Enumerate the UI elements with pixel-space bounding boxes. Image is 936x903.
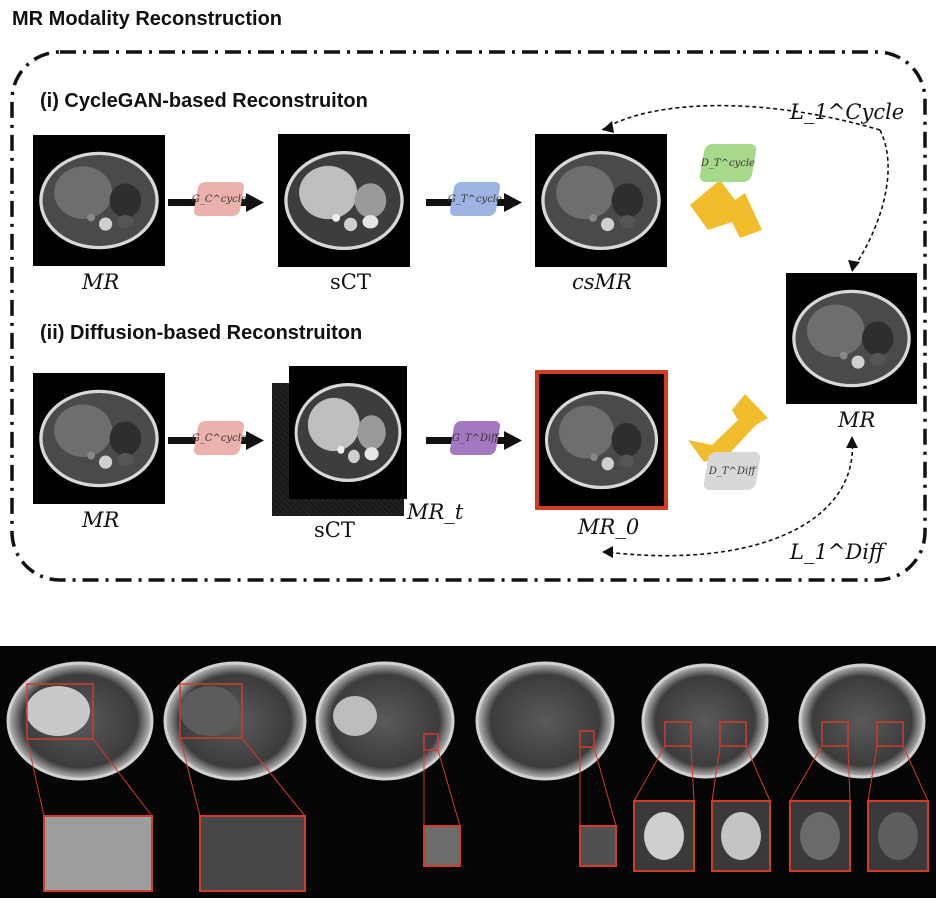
row1-generator-t-cycle: G_T^cycle xyxy=(448,182,503,216)
discriminator-cycle: D_T^cycle xyxy=(698,144,758,182)
target-mr-label: MR xyxy=(838,408,876,432)
example-slices-strip xyxy=(0,646,936,898)
row2-generator-t-label: G_T^Diff xyxy=(451,432,499,444)
row1-csmr-label: csMR xyxy=(572,270,632,294)
scan-drawing xyxy=(278,134,410,267)
slice-3 xyxy=(315,661,461,867)
row1-csmr-image xyxy=(535,134,667,267)
row2-sct-label: sCT xyxy=(314,518,355,542)
row1-generator-t-label: G_T^cycle xyxy=(448,193,503,205)
slice-4 xyxy=(475,661,617,867)
section-cyclegan-label: (i) CycleGAN-based Reconstruiton xyxy=(40,90,368,112)
scan-drawing xyxy=(289,366,407,499)
slice-6 xyxy=(789,663,929,872)
row1-generator-c-label: G_C^cycle xyxy=(191,193,247,205)
row1-generator-c: G_C^cycle xyxy=(191,182,247,216)
row1-input-label: MR xyxy=(82,270,120,294)
row2-output-label: MR_0 xyxy=(578,515,640,539)
page-title: MR Modality Reconstruction xyxy=(12,8,283,30)
discriminator-cycle-label: D_T^cycle xyxy=(700,157,756,169)
scan-drawing xyxy=(786,273,917,404)
scan-drawing xyxy=(535,134,667,267)
example-slices-svg xyxy=(6,661,929,892)
target-mr-image xyxy=(786,273,917,404)
row2-output-mr0-image xyxy=(535,370,668,510)
section-diffusion-label: (ii) Diffusion-based Reconstruiton xyxy=(40,322,363,344)
row2-generator-c-label: G_C^cycle xyxy=(191,432,247,444)
slice-2 xyxy=(163,661,307,892)
row1-input-mr-image xyxy=(33,135,165,266)
row2-input-mr-image xyxy=(33,373,165,504)
slice-1 xyxy=(6,661,154,892)
loss-cycle-label: L_1^Cycle xyxy=(790,100,905,124)
discriminator-diff: D_T^Diff xyxy=(702,452,762,490)
row2-input-label: MR xyxy=(82,508,120,532)
loss-diff-label: L_1^Diff xyxy=(790,540,884,564)
row2-sct-image xyxy=(289,366,407,499)
row2-generator-t-diff: G_T^Diff xyxy=(449,421,501,455)
scan-drawing xyxy=(539,374,664,506)
row1-sct-label: sCT xyxy=(330,270,371,294)
scan-drawing xyxy=(33,373,165,504)
row2-generator-c: G_C^cycle xyxy=(191,421,247,455)
scan-drawing xyxy=(33,135,165,266)
slice-5 xyxy=(633,663,771,872)
row1-sct-image xyxy=(278,134,410,267)
row2-noise-label: MR_t xyxy=(407,500,464,524)
discriminator-diff-label: D_T^Diff xyxy=(708,465,756,477)
